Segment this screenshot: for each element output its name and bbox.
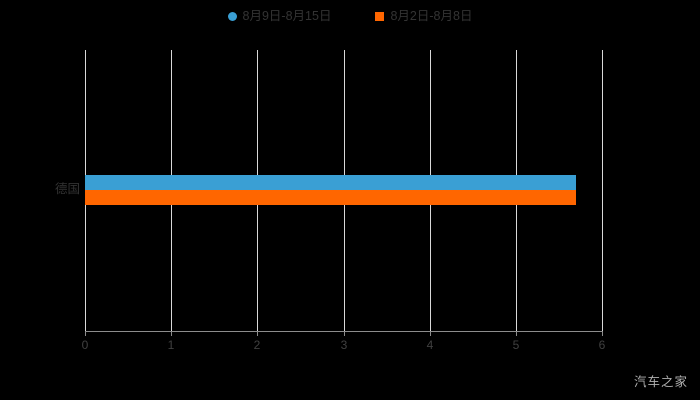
x-axis-tick-label-1: 1 <box>167 338 175 352</box>
x-axis-tick-label-4: 4 <box>426 338 434 352</box>
legend-marker-circle-icon <box>227 11 237 21</box>
legend-label-series-1: 8月2日-8月8日 <box>390 9 473 23</box>
y-axis-category-label: 德国 <box>54 182 80 196</box>
x-axis-tick-2 <box>257 332 258 336</box>
watermark-text: 汽车之家 <box>633 375 688 389</box>
bar-series-0-germany[interactable] <box>85 175 576 190</box>
x-axis-tick-label-3: 3 <box>340 338 348 352</box>
x-axis-tick-label-6: 6 <box>598 338 606 352</box>
legend-item-series-0[interactable]: 8月9日-8月15日 <box>227 9 332 23</box>
x-axis-tick-4 <box>430 332 431 336</box>
plot-area <box>85 50 603 331</box>
bar-series-1-germany[interactable] <box>85 190 576 205</box>
legend-item-series-1[interactable]: 8月2日-8月8日 <box>375 9 472 23</box>
x-axis-tick-5 <box>516 332 517 336</box>
chart-legend: 8月9日-8月15日 8月2日-8月8日 <box>0 6 700 26</box>
legend-label-series-0: 8月9日-8月15日 <box>242 9 332 23</box>
gridline-6 <box>602 50 603 331</box>
x-axis-tick-3 <box>344 332 345 336</box>
x-axis-tick-6 <box>602 332 603 336</box>
x-axis-tick-label-2: 2 <box>253 338 261 352</box>
x-axis-tick-0 <box>85 332 86 336</box>
x-axis-tick-1 <box>171 332 172 336</box>
legend-marker-square-icon <box>375 11 385 21</box>
x-axis-tick-label-5: 5 <box>512 338 520 352</box>
x-axis-line <box>85 331 603 332</box>
x-axis-tick-label-0: 0 <box>81 338 89 352</box>
